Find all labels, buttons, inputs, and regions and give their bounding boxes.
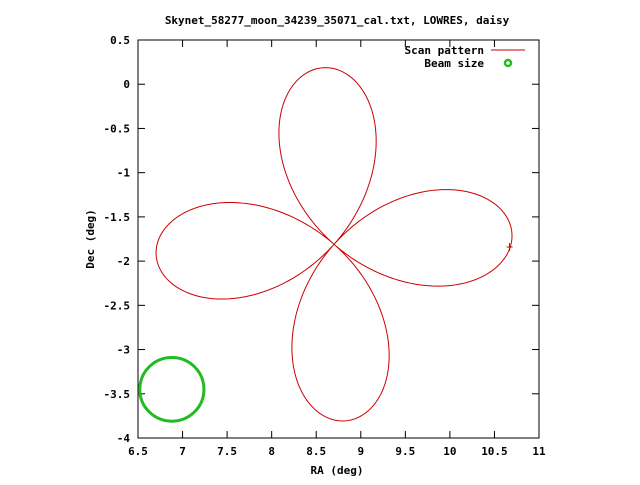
x-tick-label: 8 xyxy=(268,445,275,458)
x-tick-label: 9.5 xyxy=(395,445,415,458)
scan-pattern-path xyxy=(155,67,513,422)
plot-frame xyxy=(137,39,540,439)
beam-size-circle xyxy=(138,356,206,423)
x-axis: 6.5 7 7.5 8 8.5 9 9.5 10 10.5 11 xyxy=(128,40,546,458)
legend-label-beam-size: Beam size xyxy=(424,57,484,70)
plot-area xyxy=(138,67,513,423)
y-tick-label: -4 xyxy=(117,432,131,445)
y-axis-label: Dec (deg) xyxy=(84,209,97,269)
x-tick-label: 10.5 xyxy=(481,445,508,458)
y-tick-label: 0.5 xyxy=(110,34,130,47)
y-tick-label: -3.5 xyxy=(104,388,131,401)
x-axis-label: RA (deg) xyxy=(311,464,364,477)
y-tick-label: -1.5 xyxy=(104,211,131,224)
x-tick-label: 7 xyxy=(179,445,186,458)
legend-swatch-beam-size xyxy=(503,58,513,68)
y-tick-label: -0.5 xyxy=(104,122,131,135)
y-tick-label: -2 xyxy=(117,255,130,268)
x-tick-label: 6.5 xyxy=(128,445,148,458)
chart-title: Skynet_58277_moon_34239_35071_cal.txt, L… xyxy=(165,14,510,27)
x-tick-label: 9 xyxy=(357,445,364,458)
legend-label-scan-pattern: Scan pattern xyxy=(405,44,484,57)
legend: Scan pattern Beam size xyxy=(405,44,525,70)
y-tick-label: 0 xyxy=(123,78,130,91)
y-tick-label: -1 xyxy=(117,167,131,180)
x-tick-label: 8.5 xyxy=(306,445,326,458)
y-tick-label: -3 xyxy=(117,344,130,357)
x-tick-label: 11 xyxy=(532,445,546,458)
y-axis: 0.5 0 -0.5 -1 -1.5 -2 -2.5 -3 -3.5 -4 xyxy=(104,34,539,445)
x-tick-label: 10 xyxy=(443,445,456,458)
x-tick-label: 7.5 xyxy=(217,445,237,458)
scan-start-marker xyxy=(506,242,513,251)
y-tick-label: -2.5 xyxy=(104,299,131,312)
